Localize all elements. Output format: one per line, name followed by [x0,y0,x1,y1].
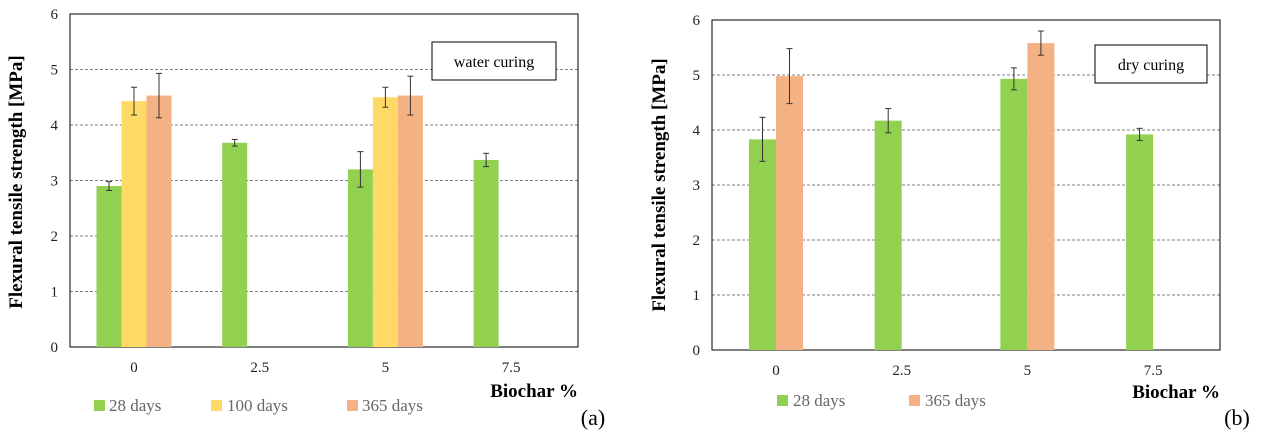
legend-label: 28 days [109,396,161,415]
legend-label: 28 days [793,391,845,410]
x-axis-title: Biochar % [490,381,578,402]
y-tick-label: 5 [51,63,59,79]
plot-area-frame [69,13,579,348]
y-tick-label: 0 [51,340,59,356]
legend-swatch [94,400,105,411]
annotation-box [1094,44,1208,84]
legend-label: 365 days [362,396,423,415]
y-tick-label: 5 [693,68,701,84]
bar-28-days-0 [749,139,776,350]
bar-28-days-5 [1000,78,1028,350]
annotation-text: water curing [454,54,534,71]
y-tick-label: 3 [51,174,59,190]
x-tick-label: 2.5 [892,363,911,379]
chart-panel-a: 0 1 2 3 4 5 6 0 2.5 5 7.5 Flexural tensile strength… [6,7,605,430]
y-tick-label: 1 [51,285,59,301]
bar-28-days-7.5 [1126,134,1154,350]
annotation-box [431,41,557,81]
x-tick-label: 0 [772,363,780,379]
bar-28-days-0 [96,186,122,347]
plot-area-frame [711,19,1221,351]
x-tick-label: 0 [130,360,138,376]
bar-28-days-2.5 [222,142,248,347]
legend-label: 100 days [227,396,288,415]
legend-swatch [909,395,920,406]
annotation-text: dry curing [1118,57,1184,74]
bar-28-days-2.5 [874,120,902,351]
legend-label: 365 days [925,391,986,410]
y-tick-label: 6 [693,13,701,29]
panel-label: (a) [581,405,605,430]
bar-28-days-5 [347,169,373,347]
x-tick-label: 2.5 [250,360,269,376]
y-tick-label: 1 [693,288,701,304]
x-axis-title: Biochar % [1132,382,1220,403]
panel-label: (b) [1224,405,1250,430]
x-tick-label: 7.5 [1144,363,1163,379]
x-tick-label: 5 [1024,363,1032,379]
y-tick-label: 2 [51,229,59,245]
bar-100-days-0 [121,101,147,347]
legend-swatch [777,395,788,406]
y-tick-label: 6 [51,7,59,23]
bar-365-days-0 [146,95,172,348]
bar-100-days-5 [372,97,398,347]
y-tick-label: 3 [693,178,701,194]
bar-365-days-5 [397,95,423,348]
chart-panel-b: 0 1 2 3 4 5 6 0 2.5 5 7.5 Flexural tensile strength… [649,13,1250,430]
y-tick-label: 4 [51,118,59,134]
legend-swatch [347,400,358,411]
y-axis-title: Flexural tensile strength [MPa] [6,55,27,308]
y-tick-label: 2 [693,233,701,249]
bar-365-days-0 [776,76,803,350]
y-axis-title: Flexural tensile strength [MPa] [649,58,670,311]
bar-28-days-7.5 [473,159,499,347]
y-tick-label: 4 [693,123,701,139]
x-tick-label: 5 [382,360,390,376]
bar-365-days-5 [1027,43,1055,350]
y-tick-label: 0 [693,343,701,359]
legend-swatch [211,400,222,411]
x-tick-label: 7.5 [502,360,521,376]
